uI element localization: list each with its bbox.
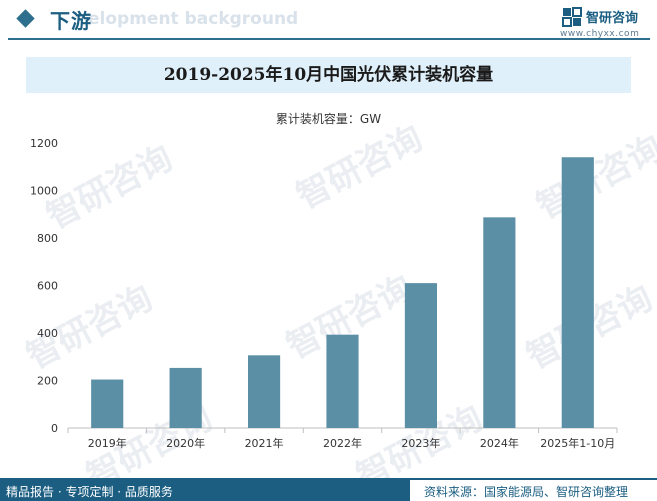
y-tick-label: 200	[37, 375, 58, 388]
brand-url[interactable]: www.chyxx.com	[560, 29, 640, 39]
x-tick-label: 2023年	[401, 436, 440, 450]
footer-source: 资料来源：国家能源局、智研咨询整理	[424, 485, 629, 499]
brand-logo-icon	[562, 7, 582, 27]
bar	[91, 379, 124, 428]
bar	[326, 334, 359, 428]
bar-chart: 0 200 400 600 800 1000 1200 2019年 2020年 2021年 2022…	[30, 137, 618, 450]
footer-left-band	[0, 480, 420, 501]
page-header: elopment background 下游 智研咨询 www.chyxx.co…	[0, 0, 657, 42]
chart-title: 2019-2025年10月中国光伏累计装机容量	[163, 65, 494, 85]
bar	[561, 157, 594, 428]
x-tick-label: 2021年	[245, 436, 284, 450]
bar	[247, 355, 281, 428]
bar	[169, 367, 202, 428]
x-tick-label: 2020年	[166, 436, 205, 450]
brand-name: 智研咨询	[586, 11, 639, 26]
footer-bar: 精品报告 · 专项定制 · 品质服务 资料来源：国家能源局、智研咨询整理	[0, 474, 657, 501]
x-tick-label: 2019年	[88, 436, 127, 450]
footer-divider	[0, 478, 657, 480]
bar	[404, 283, 438, 428]
diamond-icon	[16, 9, 35, 28]
x-tick-label: 2022年	[323, 436, 362, 450]
x-tick-label: 2025年1-10月	[540, 436, 615, 450]
y-tick-label: 0	[51, 422, 58, 435]
y-tick-label: 1200	[30, 137, 58, 150]
chart-title-band: 2019-2025年10月中国光伏累计装机容量	[26, 57, 631, 93]
y-tick-label: 400	[37, 327, 58, 340]
footer-slogan: 精品报告 · 专项定制 · 品质服务	[6, 485, 173, 499]
y-tick-label: 600	[37, 280, 58, 293]
section-subtitle: elopment background	[88, 9, 299, 29]
section-title: 下游	[50, 9, 92, 33]
y-tick-label: 800	[37, 232, 58, 245]
bar	[483, 217, 516, 428]
header-divider	[8, 38, 650, 40]
footer-right-band	[410, 480, 657, 501]
chart-unit-label: 累计装机容量：GW	[275, 112, 382, 126]
y-tick-label: 1000	[30, 185, 58, 198]
x-tick-label: 2024年	[480, 436, 519, 450]
